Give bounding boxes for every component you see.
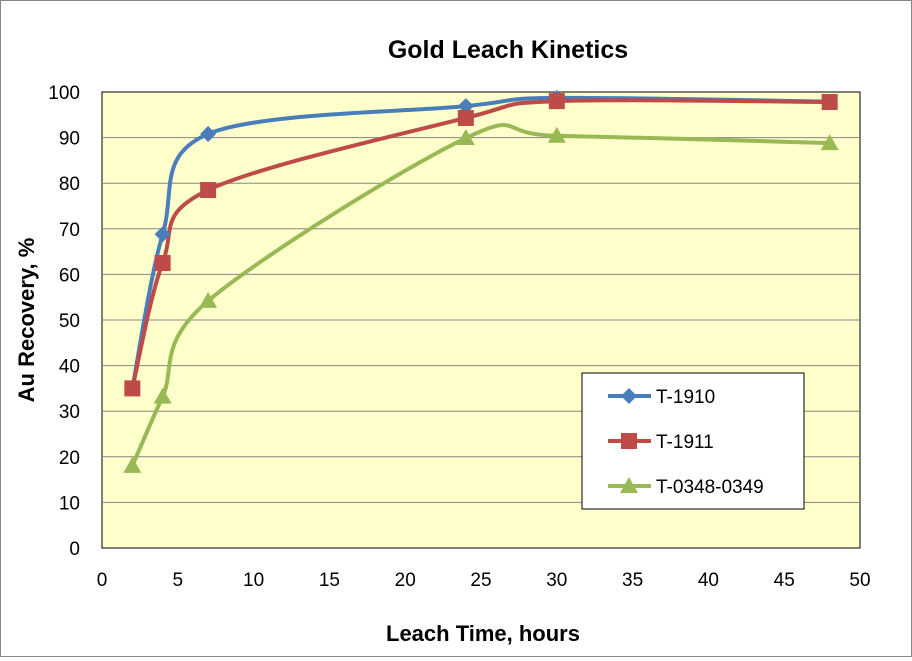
marker-diamond <box>200 125 217 142</box>
marker-triangle <box>456 129 475 146</box>
legend: T-1910 T-1911 T-0348-0349 <box>581 372 805 510</box>
y-tick-label: 20 <box>59 448 80 469</box>
marker-square <box>154 255 171 271</box>
y-tick-label: 40 <box>59 357 80 378</box>
x-tick-label: 30 <box>546 570 567 591</box>
y-tick-label: 0 <box>69 539 80 560</box>
marker-square <box>457 109 474 126</box>
y-tick-label: 50 <box>59 311 80 332</box>
marker-triangle <box>820 134 839 151</box>
marker-square <box>200 182 217 199</box>
x-tick-label: 35 <box>622 570 643 591</box>
x-tick-label: 15 <box>319 570 340 591</box>
marker-triangle <box>153 387 172 404</box>
y-tick-label: 10 <box>59 493 80 514</box>
x-tick-label: 50 <box>849 570 870 591</box>
marker-diamond <box>154 226 171 243</box>
x-tick-label: 45 <box>774 570 795 591</box>
x-tick-label: 5 <box>173 570 184 591</box>
y-tick-label: 90 <box>59 129 80 150</box>
y-tick-label: 80 <box>59 174 80 195</box>
legend-label: T-1910 <box>656 387 715 408</box>
marker-square <box>621 433 637 449</box>
series-line-T-0348-0349 <box>130 123 830 467</box>
legend-label: T-1911 <box>656 432 714 453</box>
x-axis-label: Leach Time, hours <box>386 621 580 646</box>
marker-square <box>821 94 838 111</box>
legend-label: T-0348-0349 <box>656 477 764 498</box>
marker-triangle <box>199 291 218 308</box>
x-tick-label: 0 <box>97 570 108 591</box>
marker-diamond <box>621 388 637 404</box>
y-tick-label: 60 <box>59 265 80 286</box>
y-tick-label: 30 <box>59 402 80 423</box>
marker-triangle <box>123 456 142 473</box>
y-tick-label: 70 <box>59 220 80 241</box>
x-tick-label: 20 <box>395 570 416 591</box>
x-tick-label: 10 <box>243 570 264 591</box>
x-tick-label: 40 <box>698 570 719 591</box>
marker-square <box>548 93 565 110</box>
marker-square <box>124 380 141 397</box>
y-axis-label: Au Recovery, % <box>14 238 39 403</box>
y-tick-label: 100 <box>48 83 80 104</box>
chart-title: Gold Leach Kinetics <box>388 36 628 64</box>
marker-triangle <box>620 477 638 493</box>
x-tick-label: 25 <box>470 570 491 591</box>
marker-triangle <box>547 126 566 143</box>
